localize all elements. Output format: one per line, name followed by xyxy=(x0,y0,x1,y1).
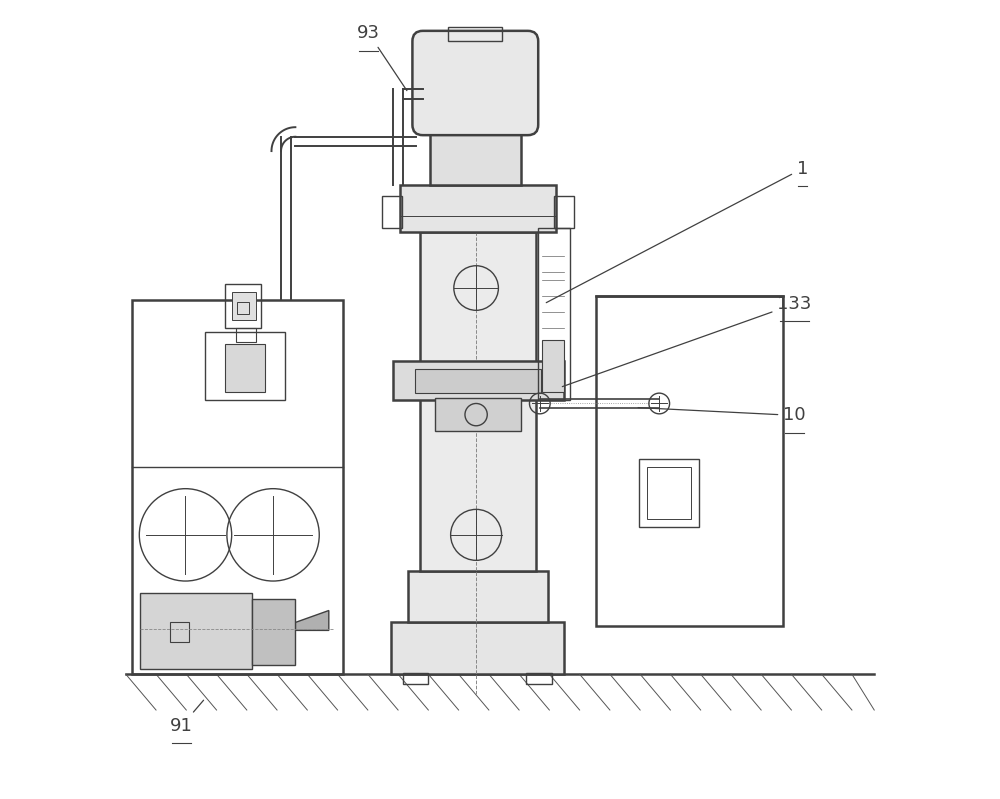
Text: 133: 133 xyxy=(562,295,812,387)
Bar xyxy=(639,459,699,527)
Bar xyxy=(237,301,249,313)
Bar xyxy=(647,467,691,519)
Bar xyxy=(403,673,428,684)
Bar xyxy=(415,369,541,393)
Bar xyxy=(391,622,564,674)
Bar xyxy=(420,233,536,570)
Bar xyxy=(252,599,295,665)
Bar xyxy=(408,570,548,622)
Bar xyxy=(205,332,285,400)
Bar xyxy=(430,125,521,185)
Bar xyxy=(435,398,521,431)
Bar xyxy=(554,197,574,229)
Bar xyxy=(448,27,502,42)
Bar xyxy=(140,593,252,669)
Polygon shape xyxy=(295,610,329,630)
Bar xyxy=(400,185,556,233)
Bar xyxy=(225,284,261,328)
Bar xyxy=(132,300,343,674)
Bar xyxy=(236,328,256,342)
Text: 91: 91 xyxy=(170,700,204,735)
Text: 93: 93 xyxy=(357,24,407,90)
Bar xyxy=(538,229,570,400)
Bar xyxy=(393,361,564,400)
Bar xyxy=(542,340,564,392)
Bar xyxy=(382,197,402,229)
Bar xyxy=(170,622,189,642)
Text: 10: 10 xyxy=(638,407,806,424)
FancyBboxPatch shape xyxy=(412,31,538,135)
Bar xyxy=(526,673,552,684)
Bar xyxy=(596,296,783,626)
Text: 1: 1 xyxy=(546,160,808,303)
Bar xyxy=(232,292,256,320)
Bar xyxy=(225,344,265,392)
